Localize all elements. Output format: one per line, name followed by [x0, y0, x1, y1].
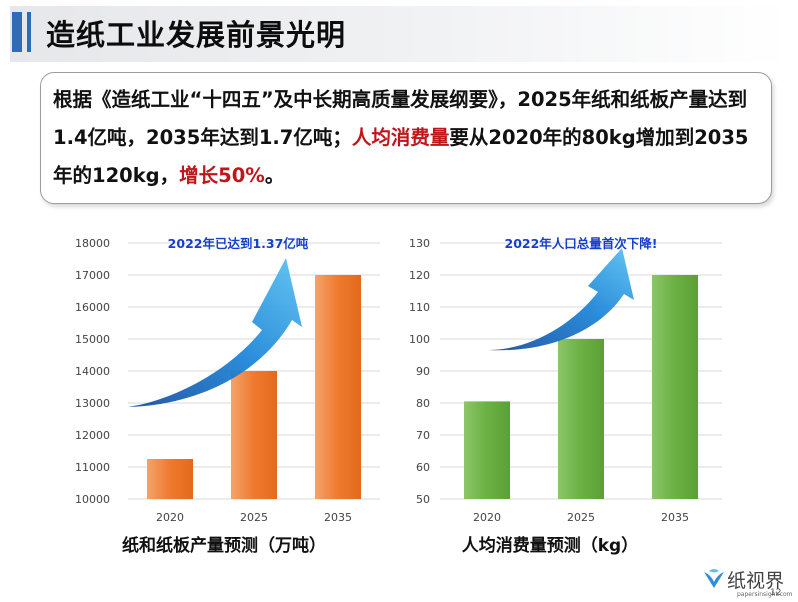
- title-accent-thin-bar: [27, 12, 31, 52]
- brand-logo: 纸视界: [704, 566, 785, 593]
- output-x-tick-label: 2025: [240, 511, 268, 524]
- consumption-y-tick-label: 120: [409, 269, 430, 282]
- callout-box: 根据《造纸工业“十四五”及中长期高质量发展纲要》，2025年纸和纸板产量达到1.…: [40, 72, 772, 204]
- consumption-y-tick-label: 80: [416, 397, 430, 410]
- consumption-y-tick-label: 110: [409, 301, 430, 314]
- page-number: 12: [770, 588, 782, 598]
- consumption-y-tick-label: 70: [416, 429, 430, 442]
- consumption-chart-title: 人均消费量预测（kg）: [462, 535, 638, 556]
- title-bar: [10, 6, 788, 62]
- consumption-x-tick-label: 2025: [567, 511, 595, 524]
- callout-highlight-consumption: 人均消费量: [351, 126, 450, 149]
- growth-arrow-icon: [488, 248, 634, 351]
- consumption-y-tick-label: 100: [409, 333, 430, 346]
- output-bar-2020: [147, 459, 193, 499]
- output-chart-title: 纸和纸板产量预测（万吨）: [122, 535, 326, 556]
- growth-arrow-icon: [128, 258, 302, 407]
- consumption-bar-2020: [464, 401, 510, 499]
- output-y-tick-label: 11000: [75, 461, 110, 474]
- consumption-annotation: 2022年人口总量首次下降!: [505, 236, 658, 251]
- consumption-x-tick-label: 2020: [473, 511, 501, 524]
- output-y-tick-label: 14000: [75, 365, 110, 378]
- consumption-bar-2035: [652, 275, 698, 499]
- output-y-tick-label: 10000: [75, 493, 110, 506]
- callout-text-1: 根据《造纸工业“十四五”及中长期高质量发展纲要》，2025年纸和纸板产量达到1.…: [53, 88, 748, 149]
- output-bar-2035: [315, 275, 361, 499]
- output-y-tick-label: 12000: [75, 429, 110, 442]
- consumption-y-tick-label: 90: [416, 365, 430, 378]
- output-x-tick-label: 2035: [324, 511, 352, 524]
- output-x-tick-label: 2020: [156, 511, 184, 524]
- consumption-y-tick-label: 50: [416, 493, 430, 506]
- callout-text: 根据《造纸工业“十四五”及中长期高质量发展纲要》，2025年纸和纸板产量达到1.…: [53, 81, 765, 195]
- output-y-tick-label: 18000: [75, 237, 110, 250]
- brand-url: papersinsight.com: [737, 591, 793, 598]
- output-annotation: 2022年已达到1.37亿吨: [168, 236, 309, 251]
- output-y-tick-label: 16000: [75, 301, 110, 314]
- brand-logo-text: 纸视界: [727, 570, 785, 592]
- callout-text-2: 要从2020年的80kg增加到2035年的120kg，: [53, 126, 749, 187]
- output-y-tick-label: 15000: [75, 333, 110, 346]
- title-accent-bar: [12, 12, 22, 52]
- callout-highlight-growth: 增长50%: [179, 164, 265, 187]
- output-bar-2025: [231, 371, 277, 499]
- output-y-tick-label: 17000: [75, 269, 110, 282]
- consumption-y-tick-label: 60: [416, 461, 430, 474]
- consumption-y-tick-label: 130: [409, 237, 430, 250]
- callout-text-3: 。: [264, 164, 285, 187]
- brand-logo-icon: [701, 566, 727, 592]
- output-y-tick-label: 13000: [75, 397, 110, 410]
- page-title: 造纸工业发展前景光明: [46, 18, 347, 52]
- consumption-x-tick-label: 2035: [661, 511, 689, 524]
- consumption-bar-2025: [558, 339, 604, 499]
